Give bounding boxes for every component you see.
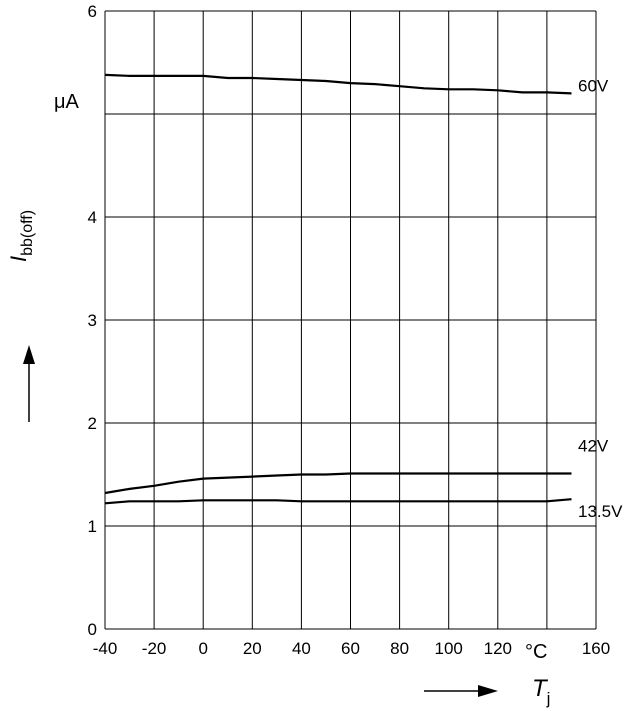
x-tick-label: 40 xyxy=(292,639,311,658)
x-tick-label: 0 xyxy=(198,639,207,658)
x-tick-label: -40 xyxy=(93,639,118,658)
x-tick-label: 100 xyxy=(435,639,463,658)
y-tick-label: 1 xyxy=(88,517,97,536)
grid xyxy=(104,10,597,630)
y-axis-title: Ibb(off) xyxy=(6,210,36,262)
x-tick-label: 160 xyxy=(582,639,610,658)
y-axis-title-sub: bb(off) xyxy=(19,210,36,256)
series-group: 60V 42V 13.5V xyxy=(104,73,623,521)
series-line-60v xyxy=(104,73,572,95)
series-label: 13.5V xyxy=(578,502,623,521)
x-axis-title-sub: j xyxy=(546,689,551,708)
y-tick-label: 0 xyxy=(88,620,97,639)
x-tick-label: 60 xyxy=(341,639,360,658)
x-tick-label: 120 xyxy=(484,639,512,658)
y-tick-label: 4 xyxy=(88,208,97,227)
tick-labels: -40 -20 0 20 40 60 80 100 120 160 0 1 2 3 4 6 xyxy=(88,2,611,658)
y-tick-label: 2 xyxy=(88,414,97,433)
series-label: 60V xyxy=(578,76,609,95)
x-tick-label: 80 xyxy=(390,639,409,658)
series-line-13-5v xyxy=(104,498,572,505)
x-axis-title-main: T xyxy=(532,675,549,702)
x-axis-arrow xyxy=(424,685,498,697)
y-unit-label: μA xyxy=(54,91,80,113)
x-tick-label: -20 xyxy=(142,639,167,658)
y-tick-label: 6 xyxy=(88,2,97,21)
x-tick-label: 20 xyxy=(243,639,262,658)
series-line-42v xyxy=(104,472,572,495)
y-tick-label: 3 xyxy=(88,311,97,330)
series-label: 42V xyxy=(578,436,609,455)
x-unit-label: °C xyxy=(525,641,547,663)
y-axis-arrow xyxy=(23,345,35,422)
x-axis-title: Tj xyxy=(532,675,550,708)
y-axis-title-main: I xyxy=(6,256,31,262)
